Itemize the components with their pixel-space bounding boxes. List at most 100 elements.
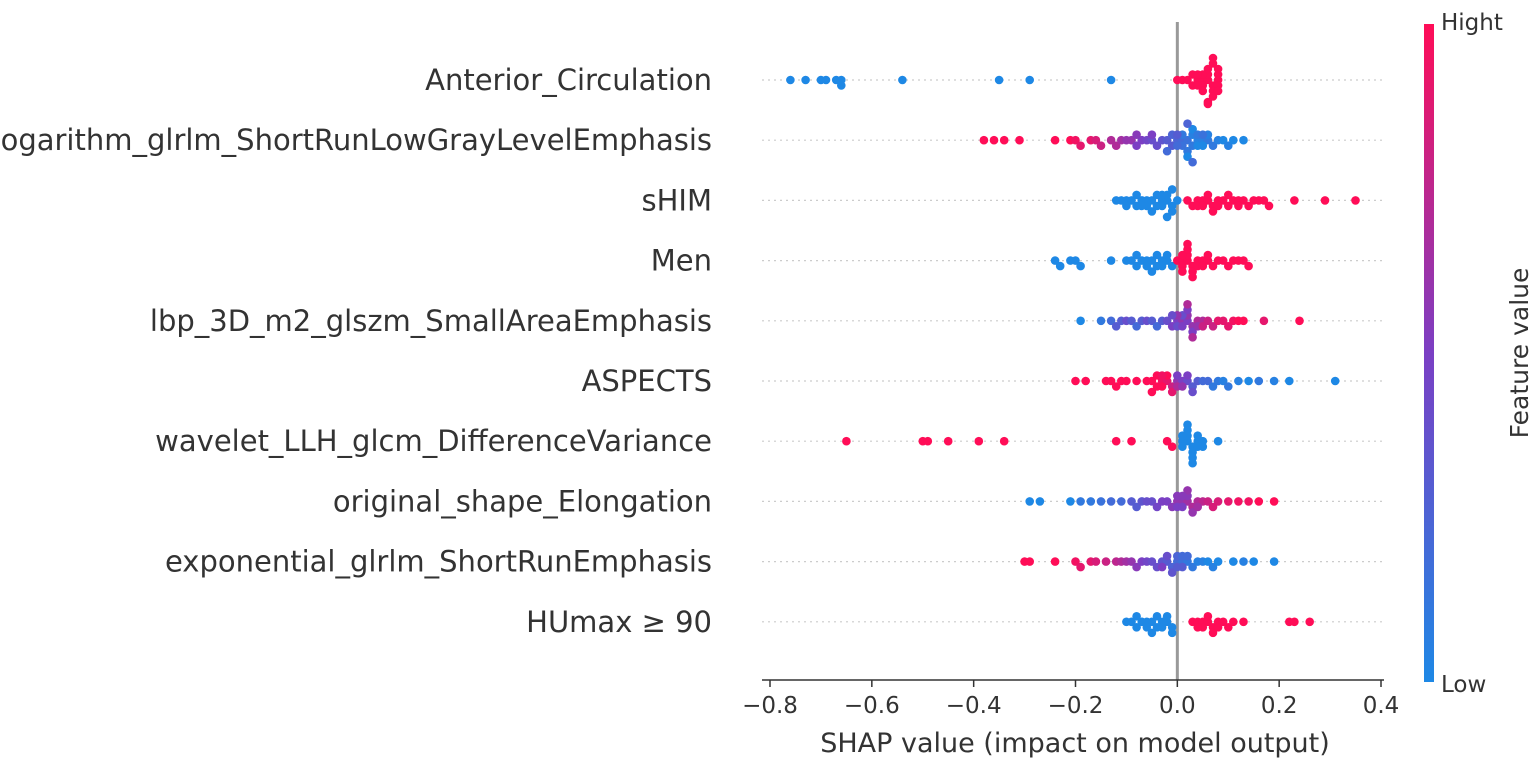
data-point [1055,261,1065,271]
data-point [1244,201,1253,211]
feature-label: sHIM [642,183,713,217]
data-point [1224,190,1233,200]
data-point [1162,497,1172,506]
data-point [1208,322,1218,331]
data-point [1157,562,1167,572]
data-point [1239,557,1248,566]
data-point [1259,196,1269,205]
data-point [1076,562,1085,572]
data-point [1203,190,1213,200]
data-point [1178,562,1187,572]
data-point [1218,316,1228,326]
data-point [1183,300,1192,309]
data-point [1132,141,1141,150]
data-point [1178,382,1187,391]
data-point [1193,431,1202,441]
data-point [1127,617,1136,627]
data-point [1147,256,1157,265]
data-point [1224,261,1233,271]
data-point [1178,431,1187,441]
data-point [1025,557,1034,566]
data-point [1162,551,1172,561]
data-point [1203,316,1213,326]
data-point [1157,382,1167,391]
data-point [1198,442,1208,452]
feature-label: ASPECTS [582,364,712,398]
data-point [898,75,907,85]
data-point [1330,376,1340,386]
data-point [1127,196,1136,205]
x-tick-label: 0.4 [1363,693,1400,719]
x-axis: −0.8 −0.6 −0.4 −0.2 0.0 0.2 0.4 SHAP value (im… [742,679,1400,759]
data-point [1076,316,1085,326]
data-point [1183,239,1192,249]
data-point [1127,256,1136,265]
data-point [1096,141,1106,150]
feature-label: lbp_3D_m2_glszm_SmallAreaEmphasis [150,304,712,338]
data-point [1106,497,1116,506]
feature-label: HUmax ≥ 90 [526,605,712,639]
data-point [1173,371,1182,380]
data-point [1224,497,1233,506]
data-point [1224,201,1233,211]
data-point [1050,256,1060,265]
data-point [1244,376,1253,386]
data-points [786,53,1360,638]
data-point [1152,322,1162,331]
feature-label: Men [651,244,712,278]
data-point [1239,617,1248,627]
data-point [1193,70,1202,79]
data-point [999,436,1009,446]
data-point [1188,458,1197,468]
colorbar-title: Feature value [1505,268,1534,439]
data-point [1086,497,1096,506]
data-point [1167,568,1177,577]
data-point [1285,376,1294,386]
data-point [1076,261,1085,271]
data-point [1132,190,1141,200]
feature-label: Anterior_Circulation [425,63,712,97]
data-point [1152,612,1162,621]
data-point [1162,135,1172,145]
feature-label: wavelet_LLH_glcm_DifferenceVariance [155,424,712,458]
data-point [1178,250,1187,260]
data-point [1295,316,1304,326]
data-point [1111,436,1121,446]
data-point [1213,497,1223,506]
data-point [1203,612,1213,621]
data-point [979,135,989,145]
data-point [1193,81,1202,90]
data-point [1203,99,1213,109]
colorbar-gradient [1424,24,1434,682]
data-point [1183,420,1192,430]
feature-label: exponential_glrlm_ShortRunEmphasis [165,545,712,579]
data-point [1208,207,1218,216]
data-point [1218,617,1228,627]
data-point [1234,201,1243,211]
data-point [1157,190,1167,200]
data-point [1173,141,1182,150]
data-point [1183,371,1192,380]
data-point [1224,623,1233,632]
data-point [1162,146,1172,156]
data-point [1106,256,1116,265]
data-point [1025,75,1034,85]
data-point [1152,141,1162,150]
data-point [1269,497,1279,506]
data-point [1183,196,1192,205]
feature-labels: Anterior_Circulation logarithm_glrlm_Shor… [0,63,712,639]
data-point [1254,497,1264,506]
data-point [1259,316,1269,326]
data-point [1213,201,1223,211]
data-point [1162,212,1172,222]
data-point [1183,486,1192,495]
feature-label: logarithm_glrlm_ShortRunLowGrayLevelEmph… [0,123,712,157]
data-point [1147,497,1157,506]
data-point [1162,250,1172,260]
data-point [1111,141,1121,150]
data-point [1035,497,1045,506]
data-point [786,75,795,85]
data-point [1203,250,1213,260]
data-point [1132,261,1141,271]
data-point [1132,562,1141,572]
